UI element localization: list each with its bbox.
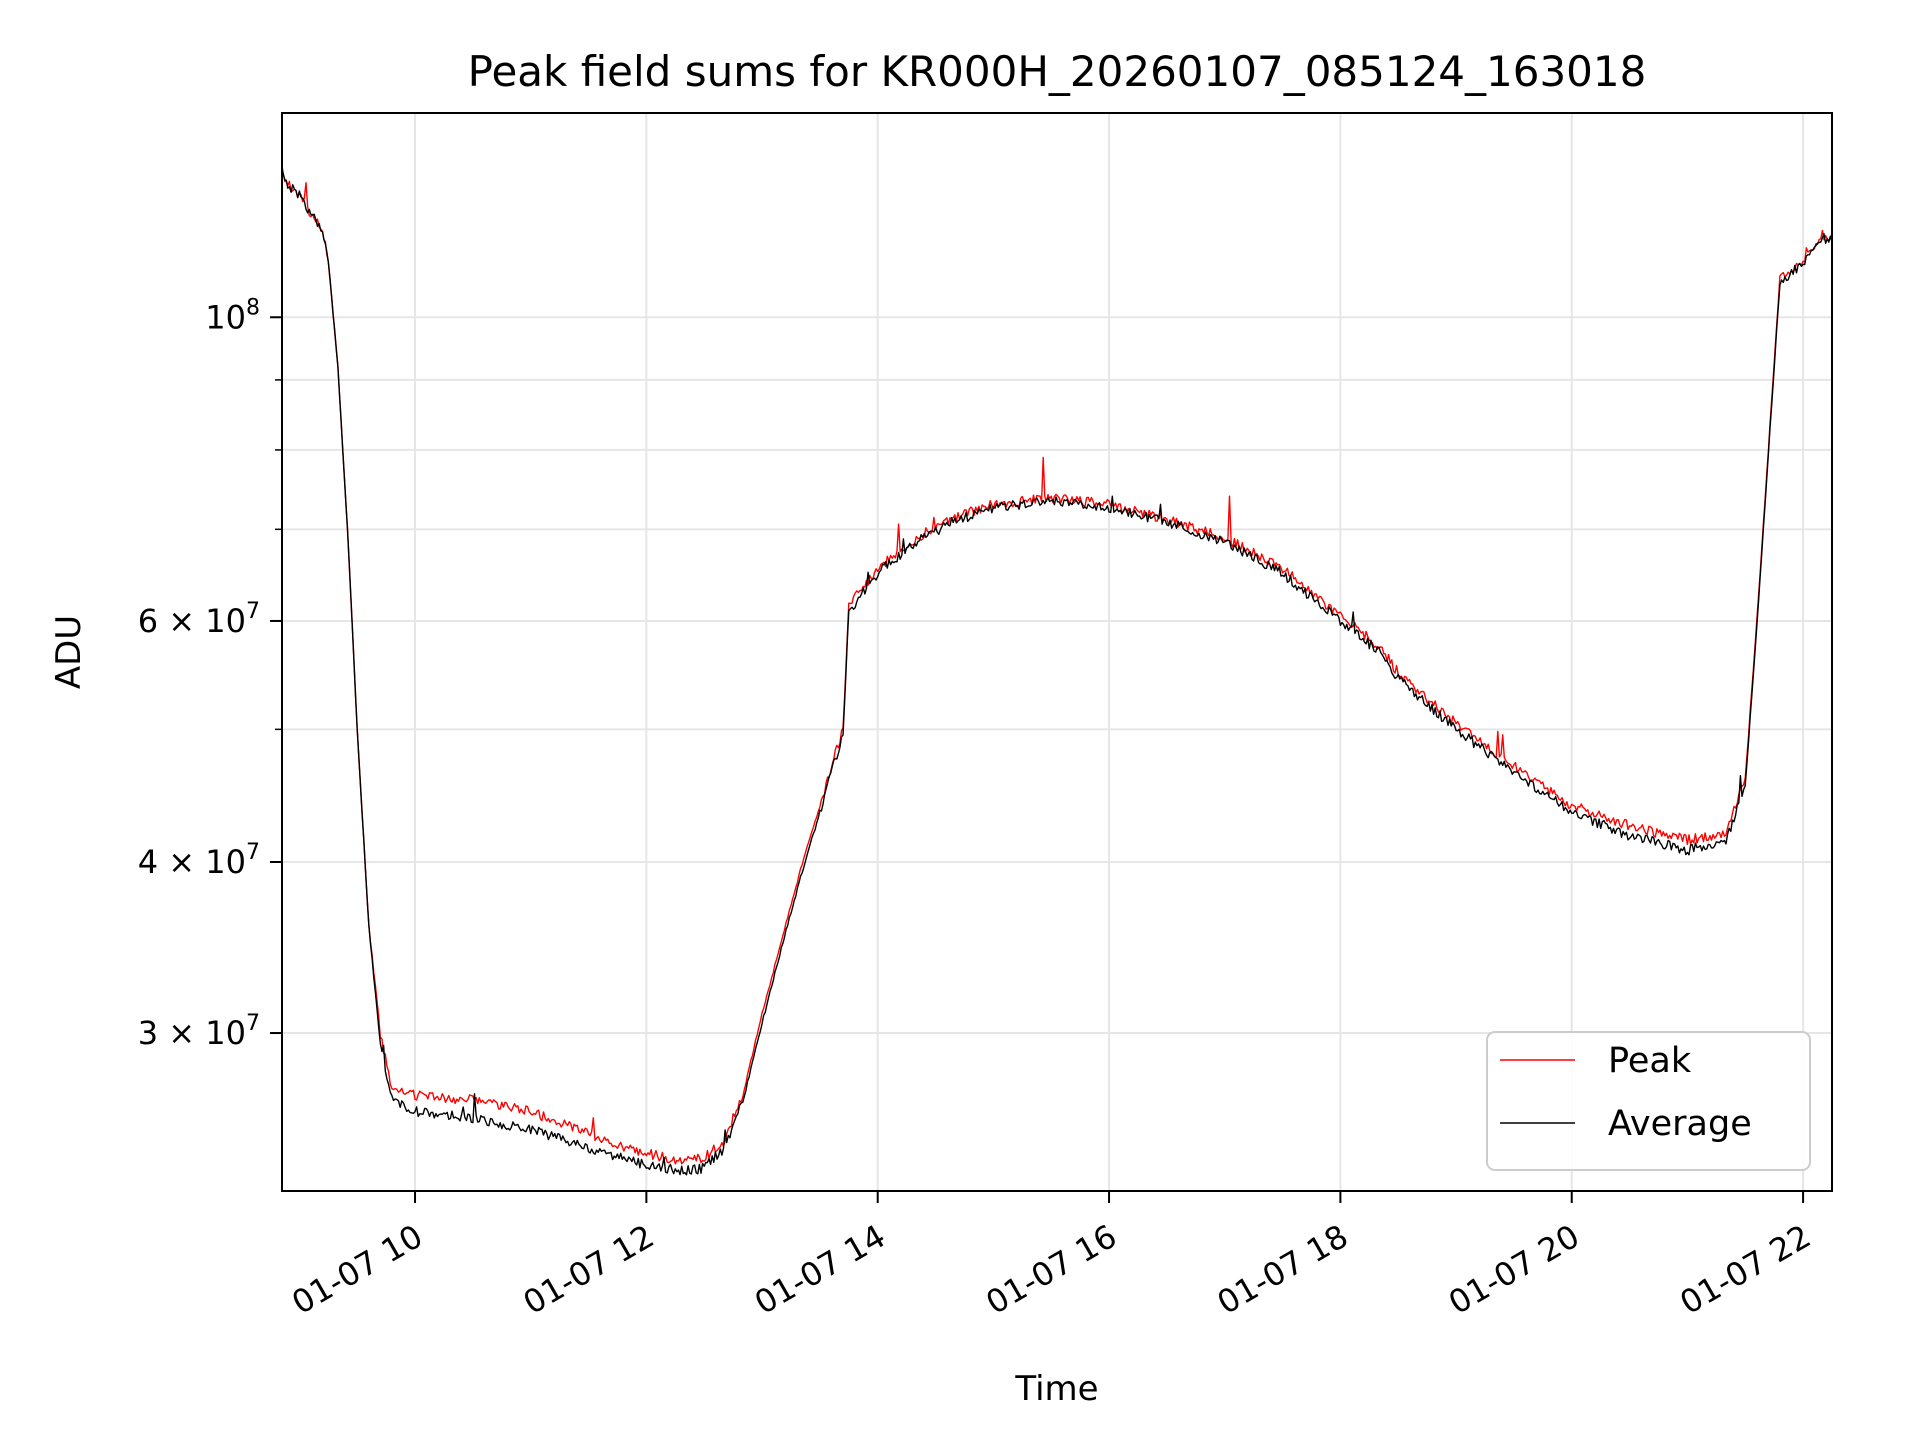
legend-label-average: Average — [1608, 1104, 1752, 1144]
chart-title: Peak field sums for KR000H_20260107_0851… — [468, 47, 1647, 96]
series-layer — [281, 165, 1833, 1176]
y-tick-label-base: 3 × 10 — [138, 1014, 246, 1052]
series-line-peak — [281, 165, 1833, 1165]
y-tick-label-exponent: 7 — [246, 1011, 260, 1036]
legend-box — [1486, 1031, 1811, 1171]
y-axis-title: ADU — [49, 615, 89, 689]
series-line-average — [281, 168, 1833, 1176]
y-tick-label: 4 × 107 — [138, 840, 260, 881]
y-tick-label: 108 — [205, 295, 260, 336]
legend-label-peak: Peak — [1608, 1041, 1692, 1081]
y-tick-label-exponent: 7 — [246, 840, 260, 865]
x-axis-title: Time — [1014, 1369, 1098, 1409]
y-tick-label: 3 × 107 — [138, 1011, 260, 1052]
legend-items: Peak Average — [1500, 1041, 1752, 1144]
y-tick-label-base: 10 — [205, 298, 246, 336]
y-tick-label-base: 4 × 10 — [138, 843, 246, 881]
plot-frame — [281, 112, 1833, 1192]
legend: Peak Average — [1486, 1031, 1811, 1171]
y-tick-label-base: 6 × 10 — [138, 602, 246, 640]
y-tick-label-exponent: 8 — [246, 295, 260, 320]
y-tick-label-exponent: 7 — [246, 599, 260, 624]
grid-layer — [282, 113, 1832, 1191]
y-tick-label: 6 × 107 — [138, 599, 260, 640]
